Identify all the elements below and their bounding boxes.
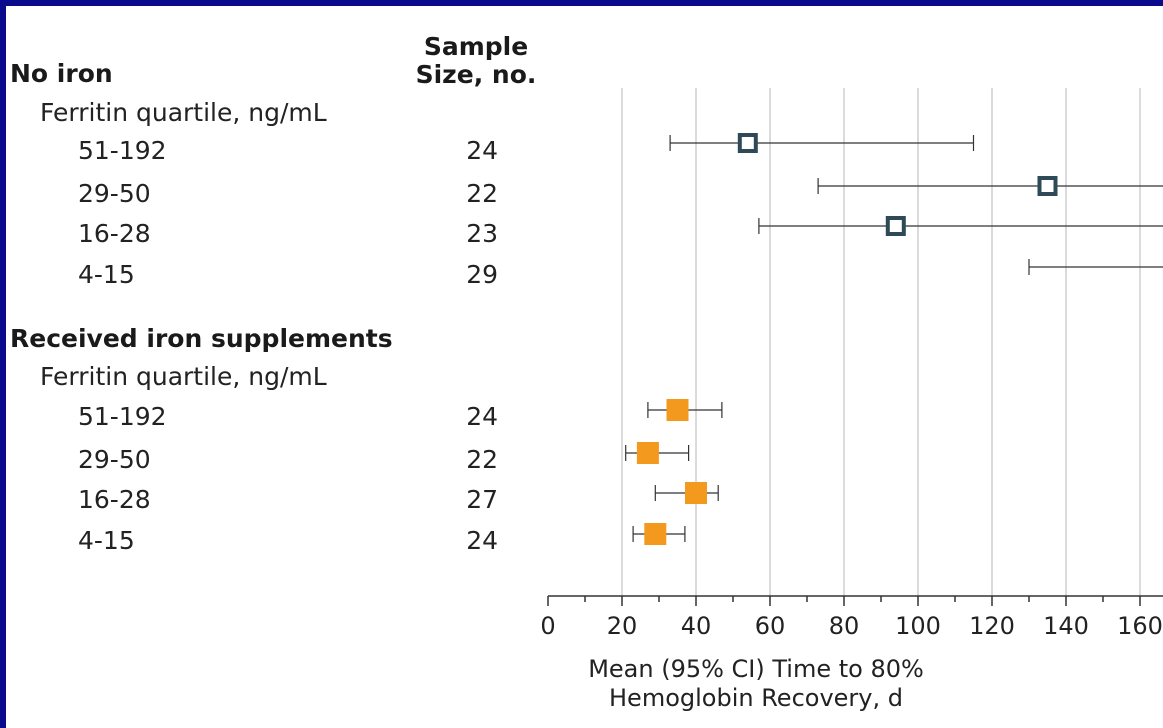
mean-marker-filled-square	[644, 523, 667, 545]
mean-marker-filled-square	[666, 399, 689, 421]
group-title-iron-supplements: Received iron supplements	[10, 324, 393, 353]
row-label: 16-28	[78, 219, 151, 248]
row-label: 29-50	[78, 179, 151, 208]
group-subtitle: Ferritin quartile, ng/mL	[40, 362, 327, 391]
row-sample-size: 29	[466, 260, 498, 289]
row-sample-size: 24	[466, 136, 498, 165]
sample-size-header-line2: Size, no.	[415, 60, 537, 89]
row-label: 4-15	[78, 526, 135, 555]
x-axis-tick-label: 20	[607, 612, 638, 640]
x-axis-label-line2: Hemoglobin Recovery, d	[609, 684, 903, 712]
group-title-no-iron: No iron	[10, 59, 113, 88]
row-sample-size: 22	[466, 445, 498, 474]
row-sample-size: 27	[466, 485, 498, 514]
mean-marker-open-square	[1037, 176, 1058, 196]
x-axis-tick-label: 80	[829, 612, 860, 640]
x-axis-tick-label: 60	[755, 612, 786, 640]
row-label: 16-28	[78, 485, 151, 514]
mean-marker-filled-square	[685, 482, 707, 504]
sample-size-header-line1: Sample	[423, 32, 529, 61]
mean-marker-filled-square	[636, 442, 659, 464]
row-label: 51-192	[78, 402, 167, 431]
row-sample-size: 24	[466, 526, 498, 555]
row-label: 4-15	[78, 260, 135, 289]
x-axis-tick-label: 120	[969, 612, 1015, 640]
group-subtitle: Ferritin quartile, ng/mL	[40, 98, 327, 127]
x-axis-tick-label: 100	[895, 612, 941, 640]
row-label: 51-192	[78, 136, 167, 165]
forest-plot: 0 20 40 60 80 100 120 140 160	[540, 88, 1163, 640]
x-axis-tick-label: 40	[681, 612, 712, 640]
x-axis-label-line1: Mean (95% CI) Time to 80%	[588, 655, 924, 683]
x-axis-tick-label: 0	[540, 612, 555, 640]
row-sample-size: 24	[466, 402, 498, 431]
mean-marker-open-square	[737, 133, 758, 153]
x-axis-tick-label: 160	[1117, 612, 1163, 640]
row-sample-size: 23	[466, 219, 498, 248]
x-axis-tick-label: 140	[1043, 612, 1089, 640]
row-sample-size: 22	[466, 179, 498, 208]
row-label: 29-50	[78, 445, 151, 474]
forest-plot-slide: Sample Size, no. No iron Ferritin quarti…	[6, 6, 1163, 728]
mean-marker-open-square	[885, 216, 906, 236]
